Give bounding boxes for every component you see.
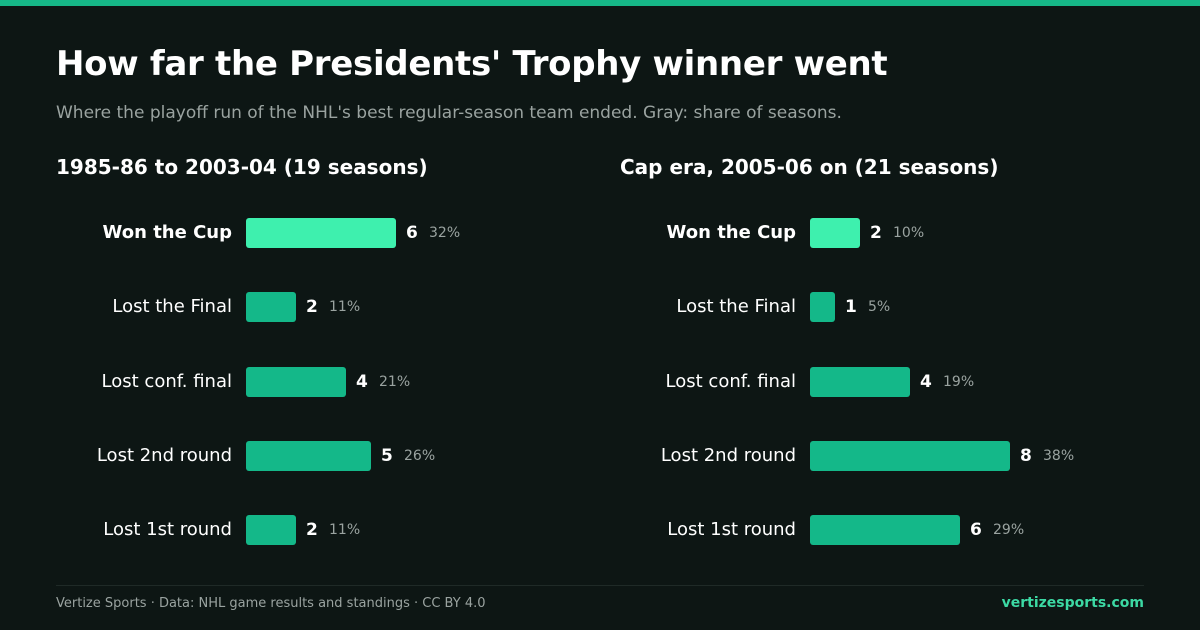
chart-title: How far the Presidents' Trophy winner we… xyxy=(56,44,888,84)
footer-divider xyxy=(56,585,1144,586)
bar-value-label: 6 xyxy=(970,520,982,540)
bar-row: Lost conf. final 4 21% xyxy=(56,366,596,397)
category-label: Lost the Final xyxy=(676,296,796,318)
bar xyxy=(810,440,1010,471)
share-label: 19% xyxy=(943,373,975,390)
bar-value-label: 2 xyxy=(870,223,882,243)
panel-title: Cap era, 2005-06 on (21 seasons) xyxy=(620,155,999,179)
share-label: 32% xyxy=(429,225,461,241)
bar xyxy=(246,218,396,248)
bar xyxy=(246,366,346,397)
bar-value-label: 2 xyxy=(306,520,318,540)
panel-title: 1985-86 to 2003-04 (19 seasons) xyxy=(56,155,428,179)
bar-value-label: 6 xyxy=(406,223,418,243)
bar-value-label: 2 xyxy=(306,297,318,318)
chart-subtitle: Where the playoff run of the NHL's best … xyxy=(56,103,842,123)
share-label: 11% xyxy=(329,522,361,538)
category-label: Lost the Final xyxy=(112,296,232,318)
category-label: Lost 2nd round xyxy=(660,444,796,466)
bar-row: Lost 1st round 2 11% xyxy=(56,515,596,545)
bar-value-label: 5 xyxy=(381,445,393,466)
bar-row: Won the Cup 2 10% xyxy=(620,218,1160,248)
panel-cap-era: Cap era, 2005-06 on (21 seasons) Won the… xyxy=(620,150,1160,570)
bar-value-label: 4 xyxy=(920,371,932,392)
category-label: Lost conf. final xyxy=(101,370,232,392)
category-label: Won the Cup xyxy=(102,222,232,243)
share-label: 29% xyxy=(993,522,1025,538)
share-label: 26% xyxy=(404,447,436,464)
bar-value-label: 8 xyxy=(1020,445,1032,466)
bar xyxy=(246,292,296,323)
footer-credit: Vertize Sports · Data: NHL game results … xyxy=(56,596,486,611)
bar-row: Lost 2nd round 8 38% xyxy=(620,440,1160,471)
top-accent-bar xyxy=(0,0,1200,6)
bar-row: Lost the Final 1 5% xyxy=(620,292,1160,323)
bar xyxy=(810,515,960,545)
bar xyxy=(810,218,860,248)
bar xyxy=(246,440,371,471)
bar xyxy=(810,292,835,323)
share-label: 10% xyxy=(893,225,925,241)
bar-row: Lost the Final 2 11% xyxy=(56,292,596,323)
bar-value-label: 1 xyxy=(845,297,857,318)
share-label: 5% xyxy=(868,299,891,316)
category-label: Lost 1st round xyxy=(667,519,796,540)
panel-pre-cap: 1985-86 to 2003-04 (19 seasons) Won the … xyxy=(56,150,596,570)
category-label: Lost 1st round xyxy=(103,519,232,540)
bar-row: Lost conf. final 4 19% xyxy=(620,366,1160,397)
bar xyxy=(810,366,910,397)
category-label: Lost conf. final xyxy=(665,370,796,392)
footer-site-link[interactable]: vertizesports.com xyxy=(1001,595,1144,611)
category-label: Won the Cup xyxy=(666,222,796,243)
share-label: 21% xyxy=(379,373,411,390)
category-label: Lost 2nd round xyxy=(96,444,232,466)
bar-row: Lost 1st round 6 29% xyxy=(620,515,1160,545)
bar-value-label: 4 xyxy=(356,371,368,392)
share-label: 11% xyxy=(329,299,361,316)
share-label: 38% xyxy=(1043,447,1075,464)
bar-row: Lost 2nd round 5 26% xyxy=(56,440,596,471)
bar xyxy=(246,515,296,545)
bar-row: Won the Cup 6 32% xyxy=(56,218,596,248)
